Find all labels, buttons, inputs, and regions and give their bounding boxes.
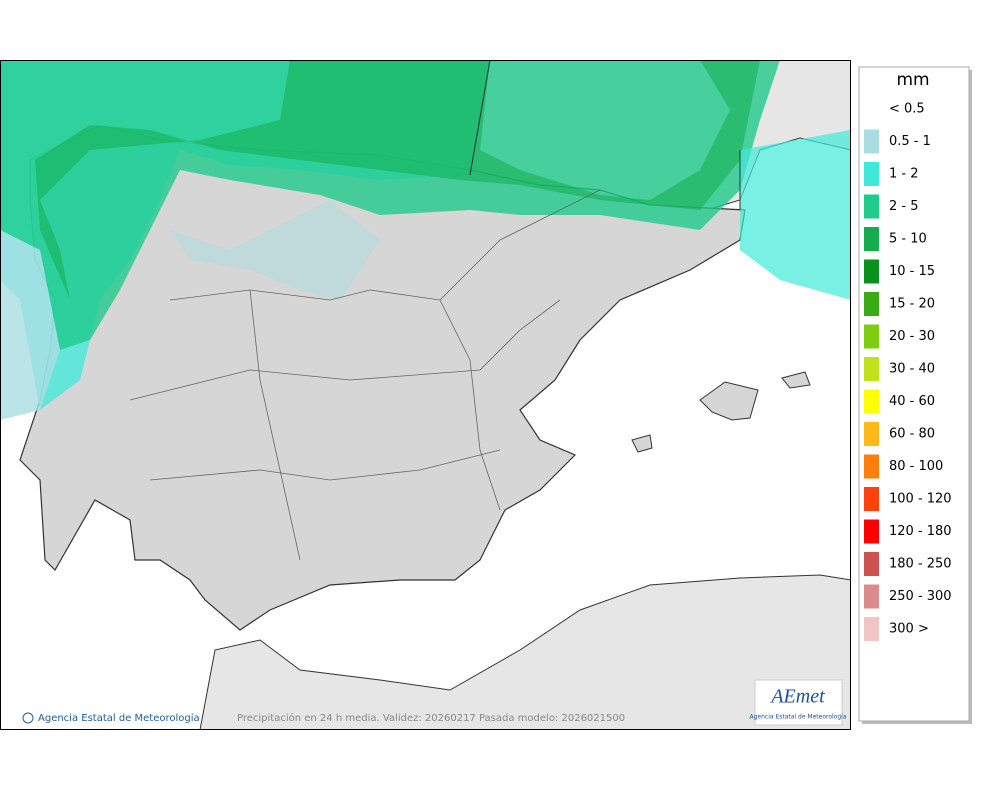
legend-swatch	[864, 357, 879, 381]
caption: Precipitación en 24 h media. Validez: 20…	[237, 712, 625, 724]
legend-swatch	[864, 454, 879, 479]
logo-box	[754, 679, 843, 726]
legend-label: 5 - 10	[889, 232, 927, 247]
legend-items: < 0.5 0.5 - 1 1 - 2 2 - 5 5 - 10 10 - 15 15 - …	[864, 102, 952, 641]
legend-label: 1 - 2	[889, 167, 919, 182]
legend-label: 250 - 300	[889, 589, 952, 604]
legend-label: 10 - 15	[889, 264, 935, 279]
legend-label: 2 - 5	[889, 199, 919, 214]
credit: Agencia Estatal de Meteorología	[38, 712, 200, 724]
legend-swatch	[864, 584, 879, 609]
precip-inland	[170, 200, 380, 300]
logo-name: AEmet	[769, 686, 825, 708]
map	[0, 60, 851, 730]
legend-swatch	[864, 227, 879, 251]
legend-label: 100 - 120	[889, 492, 952, 507]
legend-swatch	[864, 129, 879, 154]
map-frame	[0, 60, 851, 730]
legend-swatch	[864, 487, 879, 511]
legend-label: 30 - 40	[889, 362, 935, 377]
legend-swatch	[864, 617, 879, 641]
legend-label: 300 >	[889, 622, 929, 637]
legend-swatch	[864, 162, 879, 186]
menorca	[781, 371, 811, 389]
legend-label: 15 - 20	[889, 297, 935, 312]
precip-2-5	[0, 60, 780, 350]
legend-swatch	[864, 422, 879, 446]
legend-label: 60 - 80	[889, 427, 935, 442]
legend-swatch	[864, 324, 879, 349]
africa	[199, 574, 851, 730]
legend-swatch	[864, 194, 879, 219]
legend-label: 0.5 - 1	[889, 134, 931, 149]
legend-label: 180 - 250	[889, 557, 952, 572]
legend-swatch	[864, 389, 879, 414]
legend-swatch	[864, 259, 879, 284]
legend-label: < 0.5	[889, 102, 925, 117]
precip-5-10	[35, 60, 760, 300]
ibiza	[631, 434, 653, 453]
legend-label: 20 - 30	[889, 329, 935, 344]
legend-label: 120 - 180	[889, 524, 952, 539]
logo-subtitle: Agencia Estatal de Meteorología	[750, 714, 847, 721]
legend-label: 80 - 100	[889, 459, 943, 474]
region-borders	[129, 189, 601, 561]
copyright-icon	[22, 712, 34, 724]
national-border	[469, 60, 741, 210]
legend-swatch	[864, 292, 879, 316]
legend-label: 40 - 60	[889, 394, 935, 409]
mallorca	[699, 381, 759, 421]
precip-05-1	[0, 230, 60, 420]
legend-title: mm	[896, 70, 929, 90]
legend-swatch	[864, 519, 879, 544]
precip-east	[740, 130, 851, 300]
legend-swatch	[864, 552, 879, 576]
